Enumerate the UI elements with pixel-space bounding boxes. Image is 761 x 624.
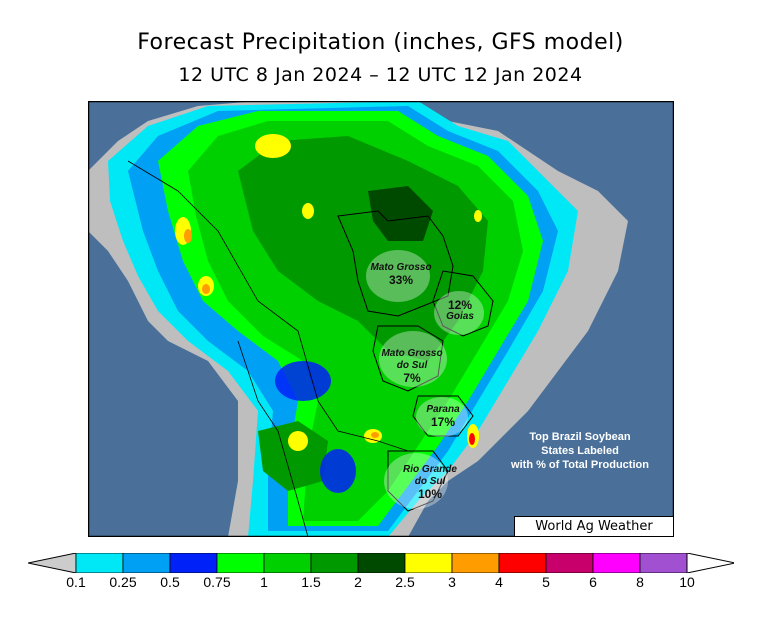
legend-tick-label: 3 <box>448 574 456 590</box>
legend-swatch <box>545 553 594 573</box>
region-pct: 10% <box>417 487 443 501</box>
precip-band-darkestgreen <box>368 186 433 241</box>
legend-tick-label: 8 <box>636 574 644 590</box>
country-border <box>237 340 309 537</box>
region-label-mato-grosso-do-sul: Mato Grosso do Sul 7% <box>370 348 454 384</box>
precip-spot-orange <box>184 229 192 243</box>
region-pct: 7% <box>403 371 421 385</box>
region-name: Goias <box>446 311 474 322</box>
region-name: Rio Grande <box>403 464 457 475</box>
precip-spot-yellow <box>255 134 291 158</box>
legend-tick-label: 1.5 <box>301 574 321 590</box>
map-title: Forecast Precipitation (inches, GFS mode… <box>137 30 624 55</box>
legend-tick-label: 6 <box>589 574 597 590</box>
precipitation-map <box>88 101 674 537</box>
highlight-rio-grande-do-sul <box>384 453 448 509</box>
highlight-mato-grosso <box>366 250 430 302</box>
legend-tick-label: 5 <box>542 574 550 590</box>
region-label-parana: Parana 17% <box>418 404 468 428</box>
state-border <box>387 450 449 512</box>
state-border <box>412 395 474 437</box>
legend-swatch <box>169 553 218 573</box>
state-border <box>372 325 444 392</box>
legend-under-arrow <box>28 553 77 573</box>
legend-tick-label: 0.5 <box>160 574 180 590</box>
legend-tick-label: 0.1 <box>66 574 86 590</box>
note-line: with % of Total Production <box>511 459 649 471</box>
highlight-parana <box>416 397 468 437</box>
precip-spot-yellow <box>288 431 308 451</box>
highlight-goias <box>434 291 484 335</box>
region-pct: 33% <box>388 273 414 287</box>
legend-swatch <box>592 553 641 573</box>
legend-swatch <box>122 553 171 573</box>
precip-band-darkestgreen <box>258 421 328 491</box>
legend-tick-label: 0.25 <box>109 574 137 590</box>
highlight-mato-grosso-do-sul <box>379 331 447 387</box>
note-line: States Labeled <box>541 445 619 457</box>
legend-over-arrow <box>686 553 734 573</box>
legend-swatch <box>310 553 359 573</box>
precip-patch-blue <box>320 449 356 493</box>
legend-swatch <box>75 553 124 573</box>
legend-swatch <box>639 553 688 573</box>
region-label-rio-grande-do-sul: Rio Grande do Sul 10% <box>390 464 470 500</box>
region-label-goias: 12% Goias <box>438 299 482 323</box>
map-subtitle: 12 UTC 8 Jan 2024 – 12 UTC 12 Jan 2024 <box>178 64 583 86</box>
legend-tick-label: 4 <box>495 574 503 590</box>
legend-tick-label: 2.5 <box>395 574 415 590</box>
note-line: Top Brazil Soybean <box>529 431 631 443</box>
region-name: do Sul <box>396 360 428 371</box>
region-label-mato-grosso: Mato Grosso 33% <box>365 262 437 286</box>
region-name: do Sul <box>414 476 446 487</box>
state-border <box>337 210 454 317</box>
precip-spot-yellow <box>474 210 482 222</box>
country-border <box>127 160 409 452</box>
legend-tick-label: 0.75 <box>203 574 231 590</box>
precip-spot-orange <box>371 432 379 438</box>
map-note: Top Brazil Soybean States Labeled with %… <box>490 430 670 472</box>
legend-swatch <box>498 553 547 573</box>
credit-box: World Ag Weather <box>514 516 674 537</box>
region-pct: 12% <box>447 298 473 312</box>
map-frame <box>88 101 674 537</box>
precip-patch-blue <box>275 361 331 401</box>
color-legend <box>28 553 734 573</box>
region-pct: 17% <box>430 415 456 429</box>
precip-spot-orange <box>202 284 210 294</box>
legend-tick-label: 2 <box>354 574 362 590</box>
legend-swatch <box>216 553 265 573</box>
region-name: Parana <box>426 404 460 415</box>
region-name: Mato Grosso <box>381 348 443 359</box>
region-name: Mato Grosso <box>370 262 432 273</box>
precip-spot-red <box>469 433 475 445</box>
legend-tick-label: 10 <box>679 574 695 590</box>
legend-swatch <box>404 553 453 573</box>
legend-swatch <box>357 553 406 573</box>
state-border <box>432 270 494 337</box>
legend-swatch <box>263 553 312 573</box>
legend-swatch <box>451 553 500 573</box>
precip-spot-yellow <box>302 203 314 219</box>
legend-tick-label: 1 <box>260 574 268 590</box>
